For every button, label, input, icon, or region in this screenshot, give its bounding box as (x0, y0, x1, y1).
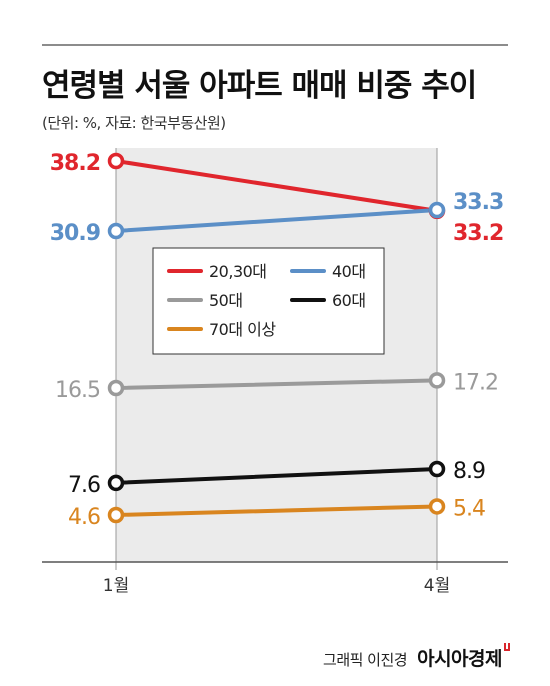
data-point (428, 201, 446, 219)
data-label: 5.4 (453, 496, 485, 521)
data-label: 7.6 (68, 473, 100, 498)
series-line-70대 이상 (114, 504, 439, 517)
data-label: 4.6 (68, 505, 100, 530)
brand-name: 아시아경제 (417, 648, 502, 670)
data-point (107, 474, 125, 492)
data-point (107, 222, 125, 240)
legend-label: 20,30대 (209, 262, 267, 281)
line-chart: 1월 4월 38.2 33.2 30.9 33.3 16.5 17.2 7.6 8.9 4.6 5.4… (42, 148, 508, 596)
chart-title: 연령별 서울 아파트 매매 비중 추이 (42, 68, 477, 104)
data-point (428, 372, 446, 389)
x-tick-label: 4월 (424, 576, 450, 596)
top-rule (42, 44, 508, 46)
data-point (428, 460, 446, 478)
data-label: 33.2 (453, 221, 503, 246)
graphic-credit: 그래픽 이진경 (323, 651, 408, 669)
data-label: 17.2 (453, 370, 498, 395)
data-label: 8.9 (453, 459, 485, 484)
brand-logo: 아시아경제 (417, 643, 510, 671)
data-label: 38.2 (50, 151, 100, 176)
x-tick-label: 1월 (103, 576, 129, 596)
footer: 그래픽 이진경 아시아경제 (323, 643, 510, 671)
chart-subtitle: (단위: %, 자료: 한국부동산원) (42, 114, 226, 132)
data-point (107, 152, 125, 170)
legend-label: 70대 이상 (209, 320, 276, 339)
legend-label: 40대 (332, 262, 366, 281)
shaded-band (116, 148, 437, 562)
brand-mark-icon (504, 643, 510, 651)
data-label: 30.9 (50, 221, 100, 246)
data-label: 16.5 (55, 378, 100, 403)
series-line-50대 (114, 378, 439, 390)
series-line-20,30대 (114, 159, 439, 213)
data-point (107, 379, 125, 397)
series-line-40대 (114, 208, 439, 233)
legend-label: 60대 (332, 291, 366, 310)
data-point (107, 506, 125, 524)
legend-label: 50대 (209, 291, 243, 310)
data-label: 33.3 (453, 190, 503, 215)
series-line-60대 (114, 467, 439, 485)
data-point (428, 498, 446, 515)
